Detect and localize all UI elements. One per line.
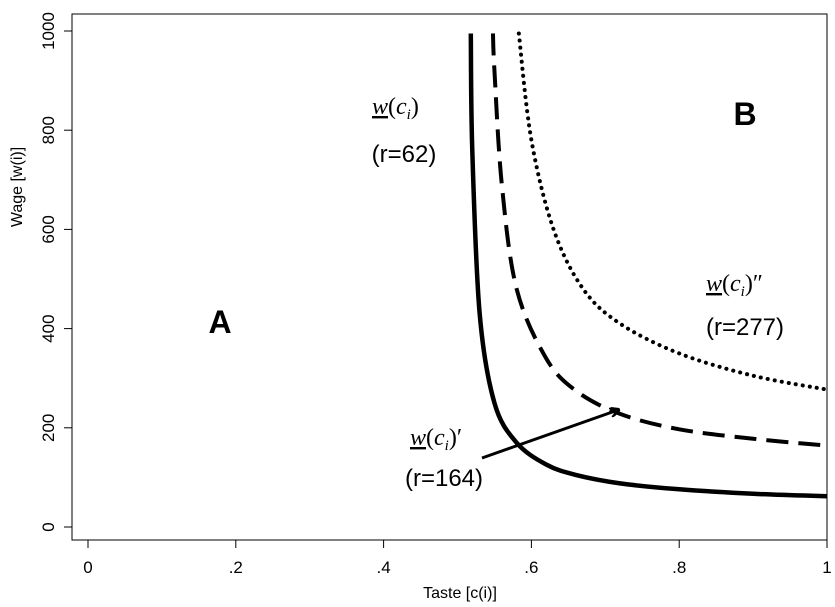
plot-area <box>71 13 828 541</box>
y-tick-label: 200 <box>39 414 58 442</box>
series-dashed-r-label: (r=164) <box>405 465 483 492</box>
y-tick-label: 1000 <box>39 12 58 50</box>
y-tick-label: 800 <box>39 116 58 144</box>
x-tick-label: .8 <box>672 558 686 577</box>
x-tick-label: 0 <box>83 558 92 577</box>
y-tick-label: 600 <box>39 215 58 243</box>
x-tick-label: .2 <box>229 558 243 577</box>
y-axis-title: Wage [w(i)] <box>9 147 26 227</box>
series-solid-line <box>468 33 828 499</box>
x-tick-label: .4 <box>377 558 391 577</box>
series-dotted-r-label: (r=277) <box>706 314 784 341</box>
series-dashed-line <box>490 33 828 448</box>
series-solid-func-label: w(ci) <box>372 94 419 123</box>
series-dashed-func-label: w(ci)′ <box>410 425 462 454</box>
series-solid-r-label: (r=62) <box>372 141 437 168</box>
x-tick-label: .6 <box>524 558 538 577</box>
y-axis: 0 200 400 600 800 1000 <box>39 12 72 532</box>
series-dotted-line <box>516 31 829 392</box>
region-b-label: B <box>733 96 756 132</box>
x-axis-title: Taste [c(i)] <box>423 585 497 602</box>
y-tick-label: 400 <box>39 314 58 342</box>
y-tick-label: 0 <box>39 522 58 531</box>
series-dotted-func-label: w(ci)″ <box>706 271 763 300</box>
x-axis: 0 .2 .4 .6 .8 1 <box>83 540 832 577</box>
series-layer <box>468 31 829 499</box>
series-solid-label: w(ci) (r=62) <box>372 94 437 168</box>
annotation-arrow <box>481 410 618 460</box>
x-tick-label: 1 <box>822 558 831 577</box>
series-dotted-label: w(ci)″ (r=277) <box>706 271 784 341</box>
series-dashed-label: w(ci)′ (r=164) <box>405 425 483 492</box>
region-a-label: A <box>208 304 231 340</box>
